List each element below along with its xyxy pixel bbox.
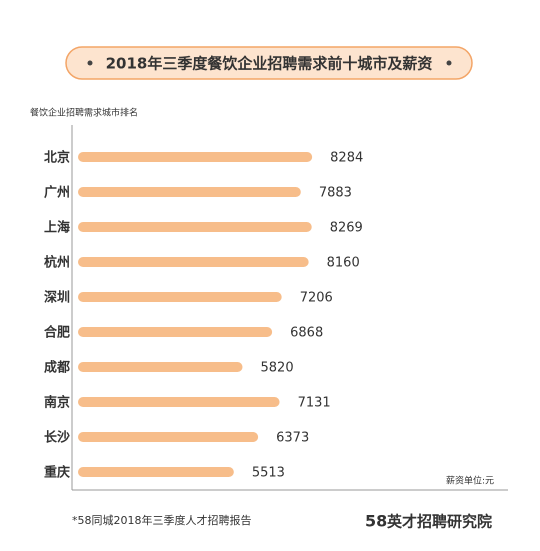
value-label: 7131	[298, 396, 331, 411]
bar	[78, 222, 312, 232]
category-label: 长沙	[44, 430, 70, 446]
value-label: 5820	[261, 361, 294, 376]
footnote: *58同城2018年三季度人才招聘报告	[72, 513, 252, 527]
category-label: 杭州	[44, 255, 70, 271]
logo-text: 英才招聘研究院	[387, 513, 492, 531]
bar	[78, 362, 243, 372]
bar	[78, 432, 259, 442]
category-label: 南京	[44, 395, 70, 411]
title-dot	[87, 60, 93, 66]
bar	[78, 187, 301, 197]
y-axis-label: 餐饮企业招聘需求城市排名	[30, 107, 138, 119]
value-label: 5513	[252, 466, 285, 481]
category-label: 重庆	[44, 465, 70, 481]
value-label: 8160	[327, 256, 360, 271]
bar	[78, 327, 273, 337]
value-label: 7206	[300, 291, 333, 306]
category-label: 广州	[44, 185, 70, 201]
category-label: 北京	[44, 150, 70, 166]
bar	[78, 467, 234, 477]
category-label: 上海	[44, 220, 70, 236]
title-dot	[446, 60, 452, 66]
value-label: 7883	[319, 186, 352, 201]
x-axis-label: 薪资单位:元	[446, 475, 494, 487]
category-label: 合肥	[44, 325, 70, 341]
bar	[78, 397, 280, 407]
value-label: 6868	[290, 326, 323, 341]
bar	[78, 292, 282, 302]
chart-title: 2018年三季度餐饮企业招聘需求前十城市及薪资	[106, 55, 433, 73]
category-label: 深圳	[44, 290, 70, 306]
bar	[78, 152, 313, 162]
value-label: 6373	[276, 431, 309, 446]
logo-mark: 58	[365, 512, 387, 531]
category-label: 成都	[44, 360, 70, 376]
value-label: 8284	[330, 151, 363, 166]
bar	[78, 257, 309, 267]
value-label: 8269	[330, 221, 363, 236]
title-pill	[65, 46, 473, 80]
